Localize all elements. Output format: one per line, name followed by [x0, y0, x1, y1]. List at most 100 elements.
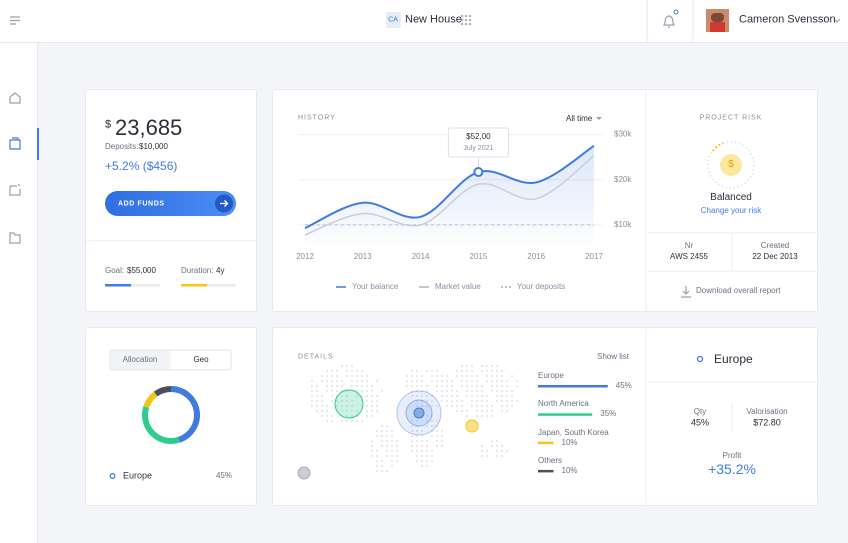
map-dot	[351, 380, 353, 382]
share-icon[interactable]	[9, 183, 21, 196]
map-dot	[441, 390, 443, 392]
map-bubble[interactable]	[334, 389, 364, 419]
show-list[interactable]: Show list	[596, 352, 629, 361]
map-dot	[416, 450, 418, 452]
add-funds-button[interactable]	[105, 191, 236, 216]
download-link[interactable]: Download overall report	[696, 286, 781, 295]
map-dot	[341, 400, 343, 402]
map-dot	[361, 375, 363, 377]
map-dot	[501, 405, 503, 407]
map-dot	[451, 395, 453, 397]
qty-label: Qty	[693, 407, 707, 416]
map-dot	[506, 390, 508, 392]
map-dot	[491, 445, 493, 447]
map-dot	[466, 410, 468, 412]
tooltip-point	[473, 167, 484, 178]
region-name: Others	[538, 455, 563, 465]
map-dot	[421, 460, 423, 462]
map-dot	[506, 450, 508, 452]
map-dot	[411, 445, 413, 447]
map-dot	[371, 450, 373, 452]
map-dot	[331, 390, 333, 392]
workspace-name[interactable]: New House	[405, 13, 462, 26]
map-dot	[371, 410, 373, 412]
map-dot	[496, 370, 498, 372]
map-dot	[366, 400, 368, 402]
map-dot	[391, 435, 393, 437]
map-dot	[416, 405, 418, 407]
map-dot	[351, 400, 353, 402]
map-dot	[486, 415, 488, 417]
tab[interactable]: Geo	[193, 355, 209, 364]
risk-icon-text: $	[728, 159, 734, 170]
map-dot	[451, 390, 453, 392]
map-dot	[511, 390, 513, 392]
map-dot	[426, 460, 428, 462]
x-tick-label: 2014	[412, 252, 430, 261]
map-dot	[376, 455, 378, 457]
tab-active[interactable]	[110, 350, 171, 370]
map-dot	[421, 395, 423, 397]
sidebar	[0, 43, 38, 543]
history-filter[interactable]: All time	[566, 114, 593, 123]
map-dot	[316, 405, 318, 407]
map-dot	[326, 385, 328, 387]
filter-caret[interactable]	[596, 117, 602, 120]
map-dot	[326, 415, 328, 417]
map-dot	[366, 415, 368, 417]
map-dot	[366, 385, 368, 387]
map-bubble[interactable]	[465, 419, 479, 433]
map-dot	[376, 410, 378, 412]
map-dot	[336, 405, 338, 407]
legend-value: 45%	[215, 471, 232, 480]
x-tick-label: 2015	[470, 252, 488, 261]
region-value: 10%	[561, 437, 578, 447]
map-dot	[366, 390, 368, 392]
map-dot	[451, 380, 453, 382]
map-dot	[516, 385, 518, 387]
wallet-icon[interactable]	[9, 137, 21, 150]
home-icon[interactable]	[9, 92, 21, 104]
x-tick-label: 2013	[354, 252, 372, 261]
map-dot	[351, 420, 353, 422]
risk-link[interactable]: Change your risk	[700, 206, 762, 215]
map-bubble[interactable]	[297, 466, 311, 480]
map-dot	[416, 385, 418, 387]
map-dot	[511, 405, 513, 407]
map-dot	[491, 380, 493, 382]
region-value: 10%	[561, 465, 578, 475]
folder-icon[interactable]	[9, 232, 21, 244]
map-dot	[496, 445, 498, 447]
map-dot	[366, 395, 368, 397]
map-dot	[431, 405, 433, 407]
dropdown-icon[interactable]	[833, 18, 841, 23]
map-dot	[476, 400, 478, 402]
map-dot	[341, 380, 343, 382]
profit-value: +35.2%	[708, 461, 756, 477]
risk-gauge	[707, 141, 755, 189]
map-dot	[381, 445, 383, 447]
map-dot	[326, 420, 328, 422]
download-icon[interactable]	[681, 286, 691, 298]
map-dot	[486, 455, 488, 457]
icons	[9, 15, 841, 298]
map-dot	[481, 405, 483, 407]
map-dot	[466, 375, 468, 377]
valorisation-value: $72.80	[753, 417, 781, 428]
map-dot	[336, 380, 338, 382]
tab[interactable]: Allocation	[122, 355, 158, 364]
map-dot	[331, 385, 333, 387]
map-dot	[406, 380, 408, 382]
map-dot	[316, 390, 318, 392]
map-dot	[341, 385, 343, 387]
map-dot	[486, 450, 488, 452]
map-dot	[376, 405, 378, 407]
user-name[interactable]: Cameron Svensson	[739, 13, 836, 26]
menu-icon[interactable]	[10, 16, 20, 25]
map-dot	[341, 395, 343, 397]
bell-icon[interactable]	[663, 15, 675, 28]
map-dot	[371, 415, 373, 417]
map-dot	[411, 420, 413, 422]
map-dot	[501, 385, 503, 387]
apps-icon[interactable]	[460, 14, 472, 26]
